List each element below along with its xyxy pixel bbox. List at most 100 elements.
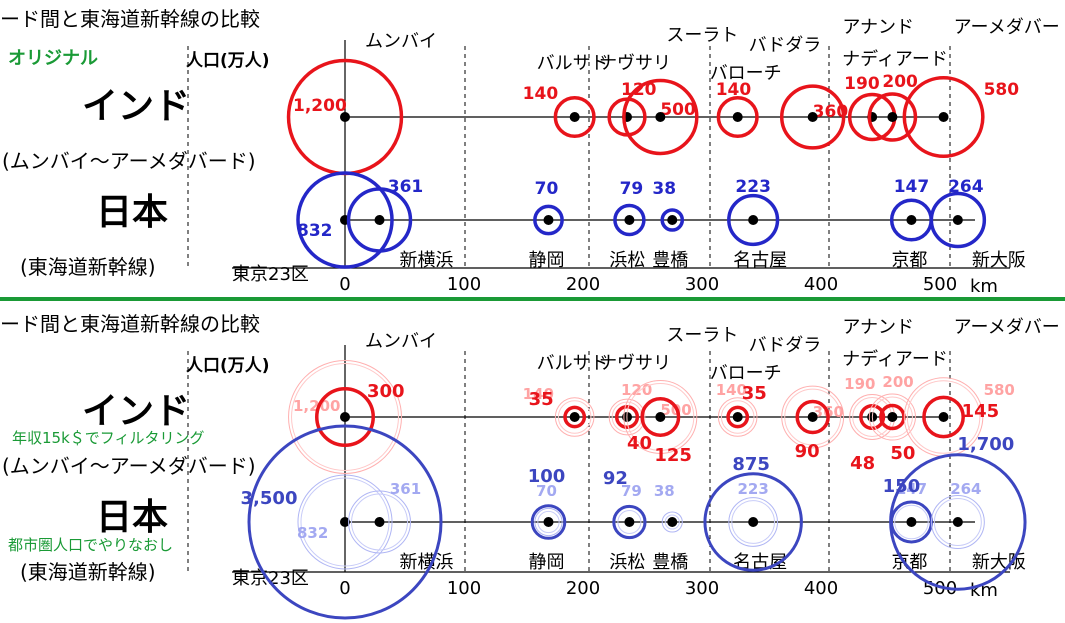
- country-name-india: インド: [82, 391, 190, 432]
- japan-bubble-original: [930, 495, 985, 549]
- x-tick-label: 400: [804, 274, 838, 295]
- india-city-dot: [340, 412, 350, 422]
- india-value-label-filtered: 35: [529, 389, 554, 410]
- japan-city-label: 豊橋: [652, 552, 688, 573]
- india-city-dot: [655, 112, 666, 122]
- japan-bubble-metro: [612, 504, 647, 540]
- japan-city-label: 京都: [891, 250, 927, 271]
- japan-value-label-original: 70: [536, 482, 557, 500]
- india-city-label: ナヴサリ: [599, 53, 671, 74]
- x-unit-label: km: [970, 276, 998, 297]
- india-city-dot: [938, 412, 949, 422]
- country-name-japan: 日本: [96, 497, 168, 538]
- japan-bubble: [533, 204, 564, 236]
- india-value-label: 500: [660, 100, 696, 120]
- japan-bubble-metro: [889, 453, 1027, 591]
- india-bubble-filtered: [315, 387, 375, 447]
- japan-bubble-original: [728, 497, 779, 547]
- japan-value-label-original: 361: [390, 480, 421, 498]
- country-sub-india: (ムンバイ～アーメダバード): [2, 454, 256, 478]
- india-bubble: [716, 95, 759, 139]
- japan-city-dot: [374, 517, 385, 527]
- x-tick-label: 300: [685, 274, 719, 295]
- japan-value-label-metro: 150: [883, 476, 921, 497]
- india-city-dot: [340, 112, 350, 122]
- japan-bubble-original: [534, 507, 563, 537]
- india-bubble-original: [623, 380, 698, 454]
- country-sub-india: (ムンバイ～アーメダバード): [2, 149, 256, 173]
- japan-value-label: 79: [620, 179, 644, 199]
- india-city-label: バルサド: [537, 353, 609, 374]
- x-tick-label: 100: [447, 578, 481, 599]
- chart-title: ード間と東海道新幹線の比較: [0, 7, 260, 31]
- india-city-label: バルサド: [537, 53, 609, 74]
- india-value-label-original: 190: [844, 375, 875, 393]
- japan-city-label: 豊橋: [652, 250, 688, 271]
- india-city-label: スーラト: [666, 325, 738, 346]
- india-city-label: ナヴサリ: [599, 353, 671, 374]
- origin-label: 東京23区: [232, 264, 309, 285]
- india-city-label: アーメダバード: [954, 317, 1065, 338]
- india-value-label: 140: [523, 84, 559, 104]
- india-value-label-original: 200: [882, 373, 913, 391]
- india-value-label: 140: [716, 80, 752, 100]
- country-name-japan: 日本: [96, 192, 168, 233]
- india-bubble-original-inner: [720, 400, 755, 434]
- japan-city-label: 新横浜: [400, 250, 454, 271]
- x-tick-label: 0: [339, 274, 350, 295]
- japan-city-dot: [374, 215, 385, 225]
- x-tick-label: 100: [447, 274, 481, 295]
- india-bubble: [867, 92, 918, 142]
- india-bubble-original-inner: [626, 383, 695, 451]
- japan-value-label-original: 38: [654, 482, 675, 500]
- japan-city-dot: [748, 215, 759, 225]
- india-bubble-original: [781, 385, 845, 449]
- japan-value-label-metro: 3,500: [241, 488, 298, 509]
- japan-bubble-metro: [703, 472, 803, 572]
- japan-bubble-metro: [530, 504, 567, 540]
- india-city-label: アナンド: [842, 317, 914, 338]
- japan-bubble: [660, 208, 685, 232]
- japan-value-label: 223: [735, 177, 771, 197]
- japan-city-label: 新大阪: [972, 250, 1026, 271]
- size-label: 人口(万人): [186, 51, 270, 71]
- japan-bubble-original-inner: [617, 510, 642, 534]
- japan-note: 都市圏人口でやりなおし: [8, 536, 173, 554]
- india-value-label-filtered: 35: [742, 383, 767, 404]
- india-bubble-filtered: [726, 405, 750, 429]
- japan-bubble-metro: [247, 424, 443, 620]
- japan-bubble-original-inner: [351, 493, 408, 551]
- india-value-label-original: 1,200: [293, 397, 340, 415]
- chart-tag: オリジナル: [8, 48, 98, 69]
- india-bubble-filtered: [922, 395, 965, 439]
- japan-value-label-original: 79: [621, 482, 642, 500]
- japan-value-label-original: 264: [950, 480, 981, 498]
- japan-value-label-metro: 100: [528, 466, 566, 487]
- japan-bubble: [296, 171, 394, 269]
- japan-city-dot: [906, 517, 917, 527]
- size-label: 人口(万人): [186, 356, 270, 376]
- india-value-label-filtered: 300: [367, 381, 405, 402]
- india-city-label: アナンド: [842, 17, 914, 38]
- x-tick-label: 500: [923, 274, 957, 295]
- japan-value-label: 361: [388, 177, 424, 197]
- india-value-label-filtered: 145: [962, 401, 1000, 422]
- india-bubble-filtered: [640, 397, 681, 437]
- india-value-label-filtered: 40: [627, 433, 652, 454]
- india-city-label: ムンバイ: [365, 331, 437, 352]
- india-bubble-original-inner: [291, 363, 399, 471]
- x-tick-label: 0: [339, 578, 350, 599]
- india-bubble-original: [868, 393, 916, 441]
- japan-bubble-original: [297, 474, 393, 570]
- japan-bubble: [613, 203, 646, 237]
- india-bubble: [622, 78, 699, 156]
- japan-value-label-metro: 92: [603, 468, 628, 489]
- japan-value-label: 832: [297, 221, 333, 241]
- india-bubble-original: [608, 398, 646, 436]
- india-city-dot: [569, 112, 580, 122]
- japan-value-label: 264: [948, 177, 984, 197]
- japan-city-dot: [624, 215, 635, 225]
- country-sub-japan: (東海道新幹線): [20, 255, 156, 279]
- japan-city-dot: [543, 215, 554, 225]
